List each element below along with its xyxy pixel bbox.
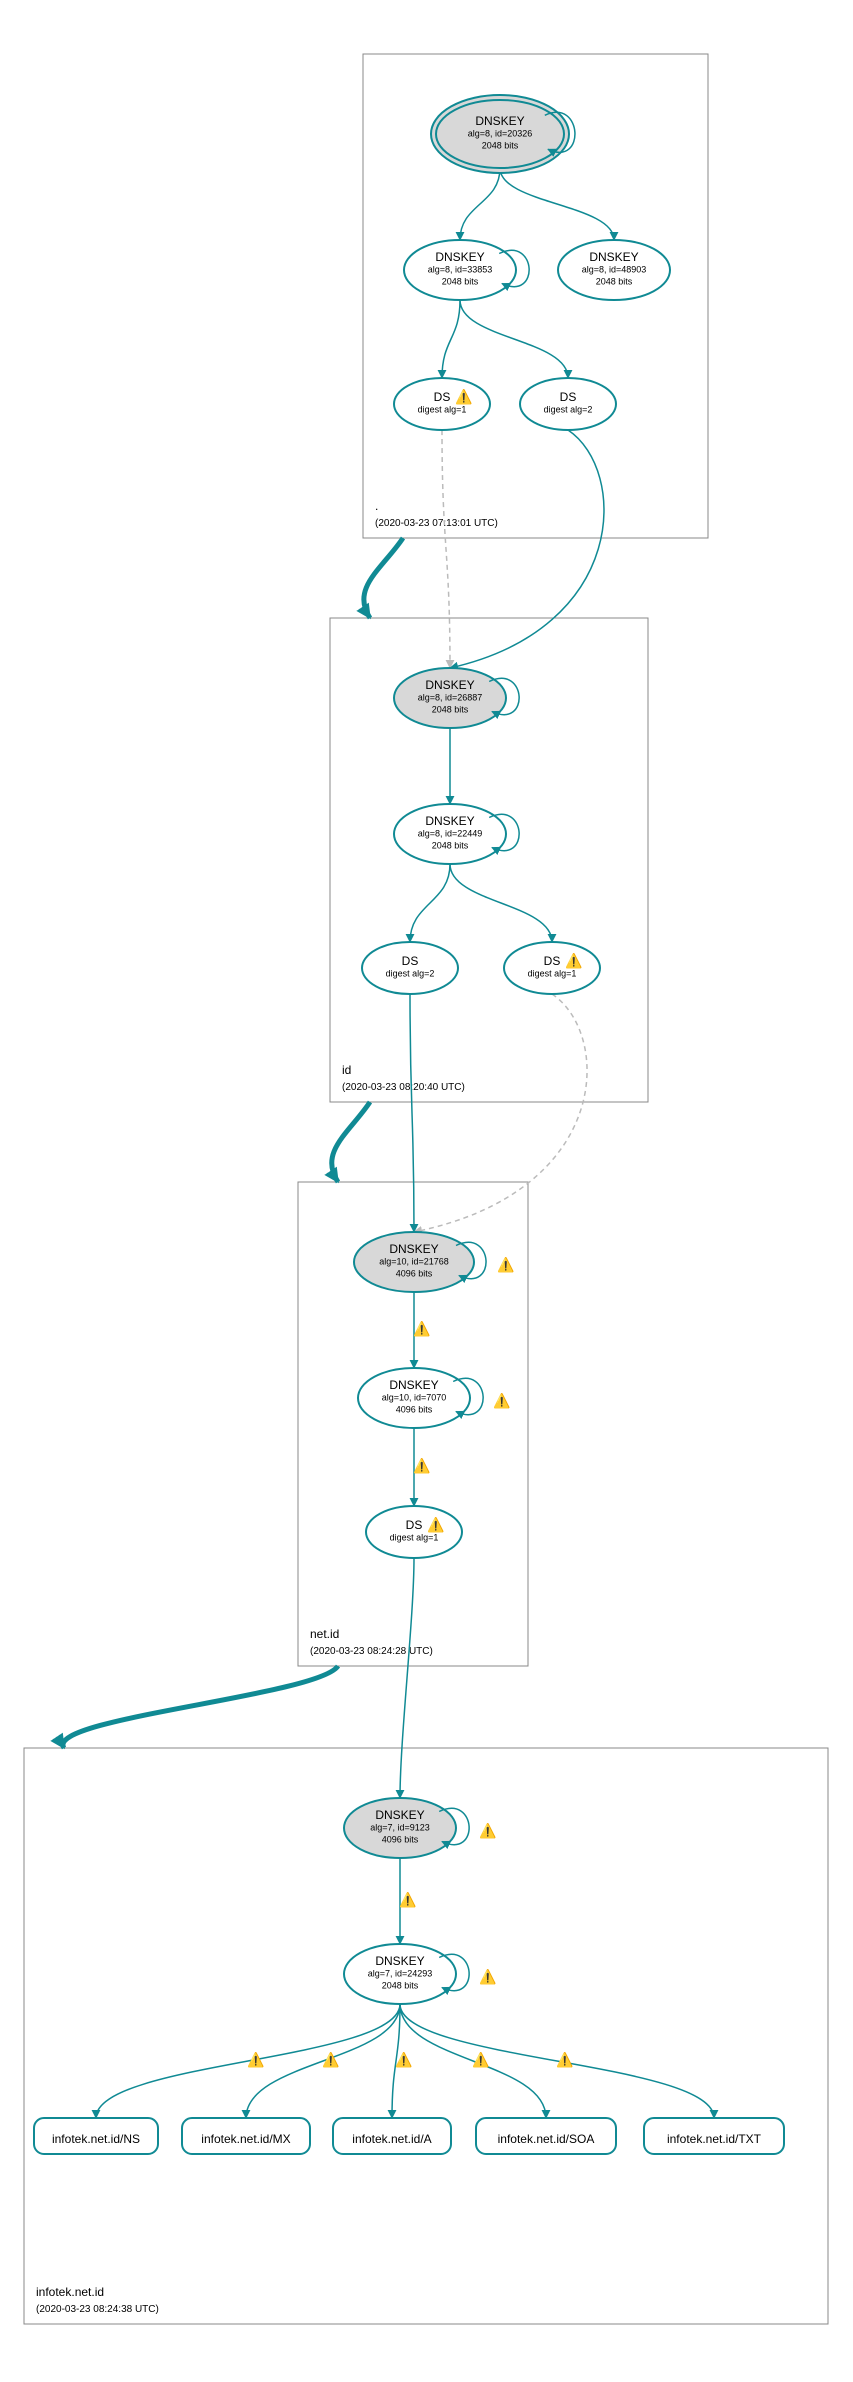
warning-icon: ⚠️ — [455, 389, 472, 406]
node-n5: DSdigest alg=2 — [520, 378, 616, 430]
edge — [500, 168, 614, 240]
node-text: 2048 bits — [432, 704, 469, 714]
edge — [410, 994, 414, 1232]
warning-icon: ⚠️ — [427, 1517, 444, 1534]
warning-icon: ⚠️ — [565, 953, 582, 970]
warning-icon: ⚠️ — [472, 2052, 489, 2069]
node-text: DNSKEY — [435, 250, 484, 264]
node-text: alg=7, id=24293 — [368, 1968, 433, 1978]
warning-icon: ⚠️ — [413, 1458, 430, 1475]
node-text: alg=8, id=48903 — [582, 264, 647, 274]
node-n13: DNSKEYalg=7, id=9123 4096 bits ⚠️ — [344, 1798, 497, 1858]
node-text: alg=8, id=20326 — [468, 128, 533, 138]
node-r4: infotek.net.id/SOA — [476, 2118, 616, 2154]
node-n2: DNSKEYalg=8, id=33853 2048 bits — [404, 240, 529, 300]
edge — [410, 864, 450, 942]
zone-label-id: id — [342, 1063, 351, 1077]
warning-icon: ⚠️ — [479, 1823, 496, 1840]
node-n3: DNSKEYalg=8, id=48903 2048 bits — [558, 240, 670, 300]
node-text: alg=10, id=21768 — [379, 1256, 449, 1266]
warning-icon: ⚠️ — [556, 2052, 573, 2069]
zone-label-infotek: infotek.net.id — [36, 2285, 104, 2299]
zone-connector — [364, 538, 403, 618]
node-text: DNSKEY — [389, 1242, 438, 1256]
zone-timestamp-infotek: (2020-03-23 08:24:38 UTC) — [36, 2304, 159, 2315]
node-r3: infotek.net.id/A — [333, 2118, 451, 2154]
warning-icon: ⚠️ — [479, 1969, 496, 1986]
record-label: infotek.net.id/NS — [52, 2132, 140, 2146]
node-n8: DSdigest alg=2 — [362, 942, 458, 994]
record-label: infotek.net.id/TXT — [667, 2132, 762, 2146]
warning-icon: ⚠️ — [399, 1892, 416, 1909]
node-r2: infotek.net.id/MX — [182, 2118, 310, 2154]
zone-timestamp-netid: (2020-03-23 08:24:28 UTC) — [310, 1646, 433, 1657]
node-text: alg=8, id=33853 — [428, 264, 493, 274]
node-text: DNSKEY — [375, 1954, 424, 1968]
edge — [450, 430, 604, 668]
edge — [442, 430, 450, 668]
edge — [450, 864, 552, 942]
node-r5: infotek.net.id/TXT — [644, 2118, 784, 2154]
node-n4: DSdigest alg=1⚠️ — [394, 378, 490, 430]
node-n9: DSdigest alg=1⚠️ — [504, 942, 600, 994]
node-text: alg=10, id=7070 — [382, 1392, 447, 1402]
warning-icon: ⚠️ — [322, 2052, 339, 2069]
node-text: alg=7, id=9123 — [370, 1822, 430, 1832]
node-text: DNSKEY — [375, 1808, 424, 1822]
node-text: digest alg=2 — [544, 404, 593, 414]
node-text: DNSKEY — [589, 250, 638, 264]
node-text: DNSKEY — [425, 678, 474, 692]
node-n12: DSdigest alg=1⚠️ — [366, 1506, 462, 1558]
warning-icon: ⚠️ — [497, 1257, 514, 1274]
record-label: infotek.net.id/SOA — [498, 2132, 595, 2146]
warning-icon: ⚠️ — [413, 1321, 430, 1338]
edge — [414, 994, 587, 1232]
node-text: DS — [402, 954, 419, 968]
node-n10: DNSKEYalg=10, id=21768 4096 bits ⚠️ — [354, 1232, 515, 1292]
node-n7: DNSKEYalg=8, id=22449 2048 bits — [394, 804, 519, 864]
node-n11: DNSKEYalg=10, id=7070 4096 bits ⚠️ — [358, 1368, 511, 1428]
node-text: DS — [560, 390, 577, 404]
edge — [460, 168, 500, 240]
node-text: 2048 bits — [482, 140, 519, 150]
node-text: DS — [434, 390, 451, 404]
node-text: 4096 bits — [396, 1404, 433, 1414]
node-text: 2048 bits — [442, 276, 479, 286]
node-r1: infotek.net.id/NS — [34, 2118, 158, 2154]
dnssec-diagram: . (2020-03-23 07:13:01 UTC) id (2020-03-23 … — [0, 0, 853, 2382]
node-text: 4096 bits — [382, 1834, 419, 1844]
edge — [460, 300, 568, 378]
node-text: alg=8, id=26887 — [418, 692, 483, 702]
node-text: 2048 bits — [596, 276, 633, 286]
node-text: alg=8, id=22449 — [418, 828, 483, 838]
node-text: DS — [406, 1518, 423, 1532]
record-label: infotek.net.id/A — [352, 2132, 431, 2146]
node-text: 2048 bits — [432, 840, 469, 850]
node-n6: DNSKEYalg=8, id=26887 2048 bits — [394, 668, 519, 728]
zone-connector — [332, 1102, 370, 1182]
node-text: DNSKEY — [389, 1378, 438, 1392]
node-text: DNSKEY — [425, 814, 474, 828]
zone-timestamp-id: (2020-03-23 08:20:40 UTC) — [342, 1082, 465, 1093]
warning-icon: ⚠️ — [247, 2052, 264, 2069]
node-text: digest alg=1 — [390, 1532, 439, 1542]
node-text: 4096 bits — [396, 1268, 433, 1278]
zone-timestamp-root: (2020-03-23 07:13:01 UTC) — [375, 518, 498, 529]
node-text: 2048 bits — [382, 1980, 419, 1990]
edge — [442, 300, 460, 378]
zone-connector — [63, 1666, 338, 1748]
node-text: digest alg=2 — [386, 968, 435, 978]
warning-icon: ⚠️ — [395, 2052, 412, 2069]
zone-label-netid: net.id — [310, 1627, 339, 1641]
node-text: digest alg=1 — [418, 404, 467, 414]
node-n1: DNSKEYalg=8, id=20326 2048 bits — [431, 95, 575, 173]
node-n14: DNSKEYalg=7, id=24293 2048 bits ⚠️ — [344, 1944, 497, 2004]
warning-icon: ⚠️ — [493, 1393, 510, 1410]
zone-label-root: . — [375, 499, 378, 513]
node-text: DNSKEY — [475, 114, 524, 128]
node-text: digest alg=1 — [528, 968, 577, 978]
record-label: infotek.net.id/MX — [201, 2132, 290, 2146]
edge — [400, 1558, 414, 1798]
node-text: DS — [544, 954, 561, 968]
